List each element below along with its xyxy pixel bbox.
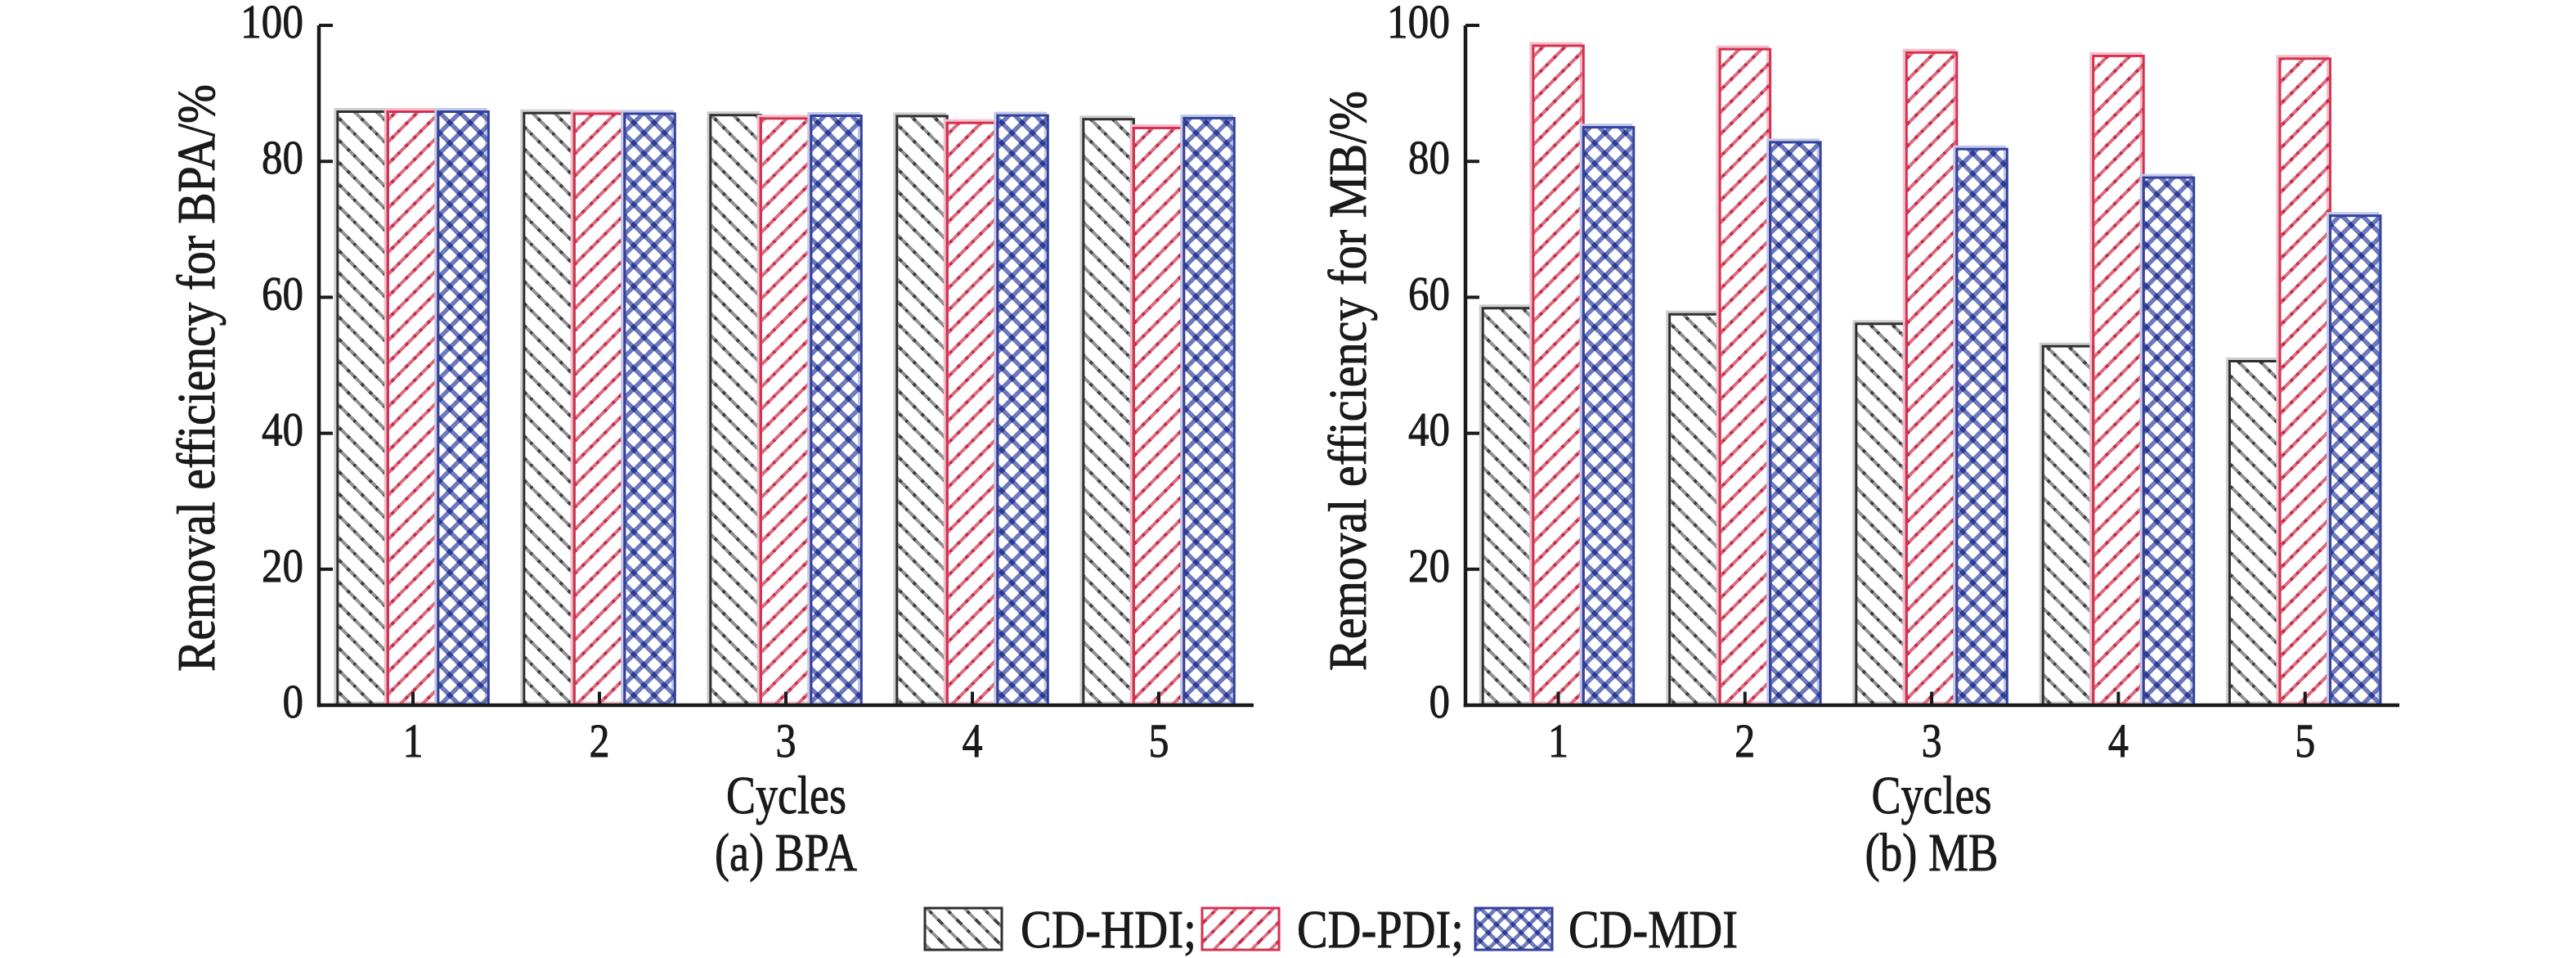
svg-text:20: 20 [262, 539, 303, 592]
svg-text:40: 40 [1408, 403, 1450, 457]
svg-text:100: 100 [1387, 0, 1450, 48]
svg-text:80: 80 [1408, 131, 1450, 184]
svg-text:(b) MB: (b) MB [1865, 823, 1999, 883]
svg-text:80: 80 [262, 131, 303, 184]
svg-text:(a) BPA: (a) BPA [715, 823, 857, 883]
svg-text:100: 100 [240, 0, 303, 48]
svg-text:3: 3 [1922, 714, 1942, 767]
svg-text:CD-PDI;: CD-PDI; [1297, 900, 1464, 958]
svg-text:3: 3 [776, 714, 797, 767]
svg-text:0: 0 [1429, 675, 1451, 728]
svg-text:5: 5 [1149, 714, 1169, 767]
svg-text:20: 20 [1408, 539, 1450, 592]
svg-text:40: 40 [262, 403, 303, 457]
svg-text:60: 60 [1408, 267, 1450, 320]
svg-text:Cycles: Cycles [726, 766, 846, 825]
svg-text:CD-MDI: CD-MDI [1568, 900, 1738, 958]
svg-text:1: 1 [1548, 714, 1568, 767]
svg-text:2: 2 [590, 714, 610, 767]
svg-text:Cycles: Cycles [1872, 766, 1992, 825]
svg-text:Removal efficiency for MB/%: Removal efficiency for MB/% [1318, 91, 1378, 671]
svg-text:60: 60 [262, 267, 303, 320]
svg-text:4: 4 [963, 714, 983, 767]
svg-text:2: 2 [1735, 714, 1755, 767]
svg-text:1: 1 [403, 714, 424, 767]
svg-text:0: 0 [283, 675, 304, 728]
svg-text:Removal efficiency for BPA/%: Removal efficiency for BPA/% [167, 84, 227, 672]
svg-text:4: 4 [2108, 714, 2129, 767]
svg-text:5: 5 [2295, 714, 2315, 767]
svg-text:CD-HDI;: CD-HDI; [1021, 900, 1196, 958]
